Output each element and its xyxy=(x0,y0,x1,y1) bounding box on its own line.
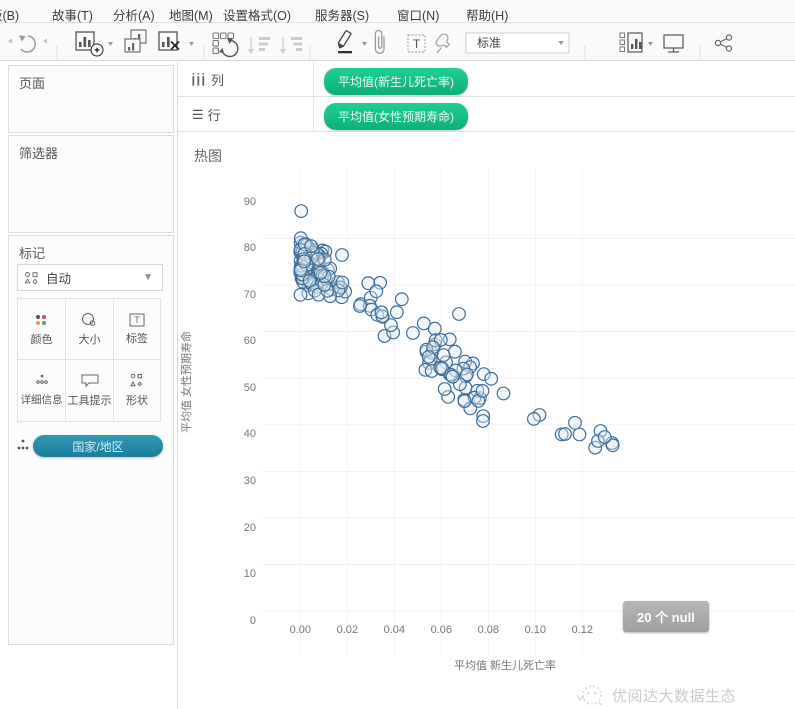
svg-text:T: T xyxy=(134,315,140,325)
svg-text:标准: 标准 xyxy=(477,36,501,50)
svg-text:T: T xyxy=(413,37,421,51)
